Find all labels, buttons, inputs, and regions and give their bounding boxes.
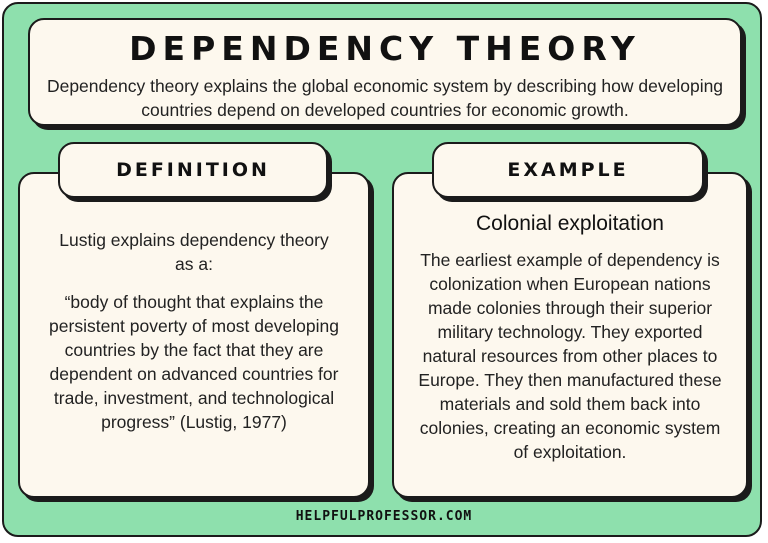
- definition-quote: “body of thought that explains the persi…: [49, 292, 339, 432]
- example-panel: Colonial exploitation The earliest examp…: [392, 172, 748, 498]
- definition-intro: Lustig explains dependency theory as a:: [59, 230, 329, 274]
- definition-tab: DEFINITION: [58, 142, 328, 198]
- page-title: DEPENDENCY THEORY: [129, 29, 641, 68]
- definition-panel: Lustig explains dependency theory as a: …: [18, 172, 370, 498]
- example-tab: EXAMPLE: [432, 142, 704, 198]
- page-subtitle: Dependency theory explains the global ec…: [46, 76, 724, 120]
- example-content: Colonial exploitation The earliest examp…: [408, 210, 732, 464]
- title-card: DEPENDENCY THEORY Dependency theory expl…: [28, 18, 742, 126]
- site-credit: HELPFULPROFESSOR.COM: [295, 509, 473, 524]
- example-body: The earliest example of dependency is co…: [418, 250, 722, 462]
- example-heading: Colonial exploitation: [476, 212, 664, 235]
- definition-content: Lustig explains dependency theory as a: …: [34, 228, 354, 434]
